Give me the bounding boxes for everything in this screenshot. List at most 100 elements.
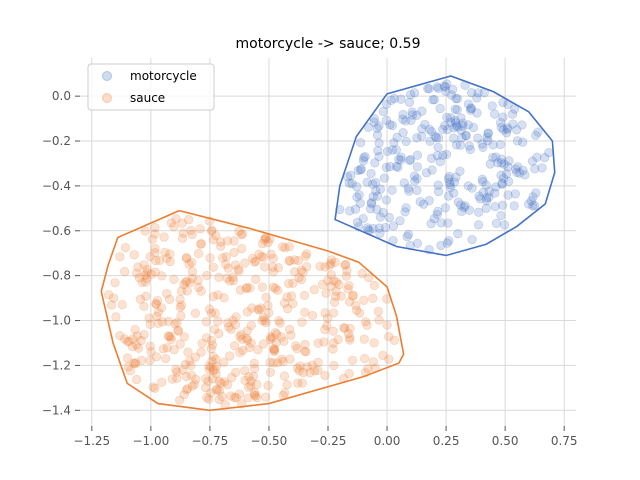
- scatter-point-sauce: [186, 360, 196, 371]
- scatter-point-motorcycle: [443, 174, 454, 184]
- scatter-point-sauce: [320, 324, 330, 335]
- scatter-point-sauce: [261, 233, 271, 243]
- scatter-point-motorcycle: [374, 223, 384, 233]
- scatter-point-motorcycle: [456, 200, 466, 210]
- scatter-point-motorcycle: [498, 97, 508, 108]
- scatter-point-sauce: [234, 266, 244, 276]
- scatter-point-sauce: [243, 393, 253, 403]
- scatter-point-sauce: [321, 288, 331, 298]
- scatter-point-sauce: [294, 366, 304, 376]
- scatter-point-sauce: [315, 261, 325, 271]
- scatter-point-sauce: [216, 378, 226, 388]
- scatter-point-sauce: [325, 260, 335, 270]
- scatter-point-motorcycle: [450, 104, 460, 114]
- scatter-point-motorcycle: [362, 177, 372, 187]
- scatter-point-sauce: [296, 274, 307, 285]
- scatter-point-sauce: [165, 249, 175, 259]
- scatter-point-sauce: [277, 354, 287, 364]
- scatter-point-sauce: [260, 316, 270, 326]
- scatter-point-motorcycle: [456, 125, 466, 135]
- scatter-point-sauce: [331, 277, 342, 287]
- scatter-point-sauce: [185, 278, 195, 288]
- scatter-point-motorcycle: [421, 168, 432, 178]
- scatter-point-sauce: [384, 332, 394, 342]
- scatter-point-sauce: [352, 305, 362, 315]
- scatter-point-sauce: [249, 371, 259, 382]
- scatter-point-motorcycle: [446, 90, 457, 100]
- scatter-point-sauce: [207, 225, 217, 235]
- scatter-point-sauce: [131, 340, 142, 350]
- scatter-point-sauce: [184, 356, 195, 366]
- scatter-point-sauce: [279, 336, 289, 346]
- scatter-point-motorcycle: [360, 152, 370, 162]
- scatter-point-sauce: [284, 242, 294, 252]
- scatter-point-sauce: [368, 293, 378, 303]
- scatter-point-sauce: [242, 282, 252, 293]
- scatter-point-sauce: [345, 333, 355, 343]
- x-tick-label: 0.50: [492, 434, 519, 448]
- scatter-point-motorcycle: [379, 173, 390, 183]
- scatter-point-sauce: [204, 394, 214, 404]
- scatter-point-motorcycle: [433, 83, 443, 93]
- scatter-point-motorcycle: [444, 177, 455, 188]
- scatter-point-sauce: [206, 344, 216, 354]
- scatter-point-sauce: [197, 338, 207, 349]
- scatter-point-sauce: [246, 320, 256, 331]
- scatter-point-motorcycle: [456, 113, 466, 123]
- scatter-point-motorcycle: [463, 99, 474, 109]
- scatter-point-sauce: [241, 283, 251, 294]
- scatter-point-sauce: [339, 322, 349, 333]
- scatter-point-sauce: [142, 264, 152, 274]
- scatter-point-sauce: [329, 360, 339, 371]
- scatter-point-motorcycle: [503, 162, 513, 172]
- scatter-point-sauce: [245, 283, 255, 293]
- scatter-point-sauce: [178, 365, 188, 375]
- scatter-point-motorcycle: [540, 152, 550, 163]
- scatter-point-sauce: [299, 290, 310, 300]
- scatter-point-sauce: [271, 337, 281, 348]
- scatter-point-motorcycle: [409, 171, 420, 181]
- scatter-point-sauce: [129, 358, 139, 368]
- scatter-point-sauce: [169, 344, 179, 355]
- scatter-point-motorcycle: [352, 192, 362, 202]
- scatter-point-sauce: [175, 294, 185, 305]
- scatter-point-motorcycle: [412, 185, 422, 196]
- scatter-point-motorcycle: [453, 229, 463, 239]
- scatter-point-motorcycle: [461, 130, 471, 141]
- scatter-point-sauce: [120, 267, 130, 277]
- scatter-point-sauce: [123, 336, 133, 347]
- scatter-point-motorcycle: [405, 240, 415, 251]
- scatter-point-sauce: [261, 317, 271, 328]
- scatter-point-sauce: [378, 350, 388, 360]
- scatter-point-sauce: [150, 267, 160, 277]
- scatter-point-motorcycle: [478, 142, 488, 152]
- scatter-point-sauce: [177, 233, 188, 243]
- scatter-point-sauce: [180, 277, 191, 287]
- scatter-point-sauce: [107, 300, 117, 310]
- scatter-point-sauce: [222, 273, 232, 283]
- scatter-point-motorcycle: [507, 109, 518, 119]
- scatter-point-sauce: [136, 335, 146, 346]
- scatter-point-sauce: [292, 343, 302, 354]
- scatter-point-motorcycle: [530, 164, 540, 174]
- x-tick-label: 0.00: [374, 434, 401, 448]
- scatter-point-motorcycle: [440, 120, 450, 131]
- scatter-point-sauce: [302, 249, 312, 259]
- scatter-point-sauce: [133, 262, 143, 272]
- scatter-point-sauce: [210, 308, 220, 318]
- scatter-point-sauce: [322, 320, 332, 331]
- scatter-point-motorcycle: [473, 220, 484, 230]
- scatter-point-sauce: [211, 354, 221, 364]
- scatter-point-motorcycle: [446, 182, 456, 193]
- scatter-point-motorcycle: [544, 148, 554, 158]
- scatter-point-sauce: [209, 324, 220, 334]
- scatter-point-sauce: [120, 334, 130, 344]
- scatter-point-motorcycle: [404, 97, 415, 108]
- scatter-point-sauce: [285, 256, 295, 266]
- scatter-point-motorcycle: [482, 132, 492, 143]
- scatter-point-sauce: [328, 344, 338, 354]
- scatter-point-motorcycle: [448, 84, 458, 94]
- scatter-point-motorcycle: [391, 145, 401, 155]
- scatter-point-motorcycle: [473, 133, 483, 143]
- scatter-point-sauce: [167, 374, 177, 384]
